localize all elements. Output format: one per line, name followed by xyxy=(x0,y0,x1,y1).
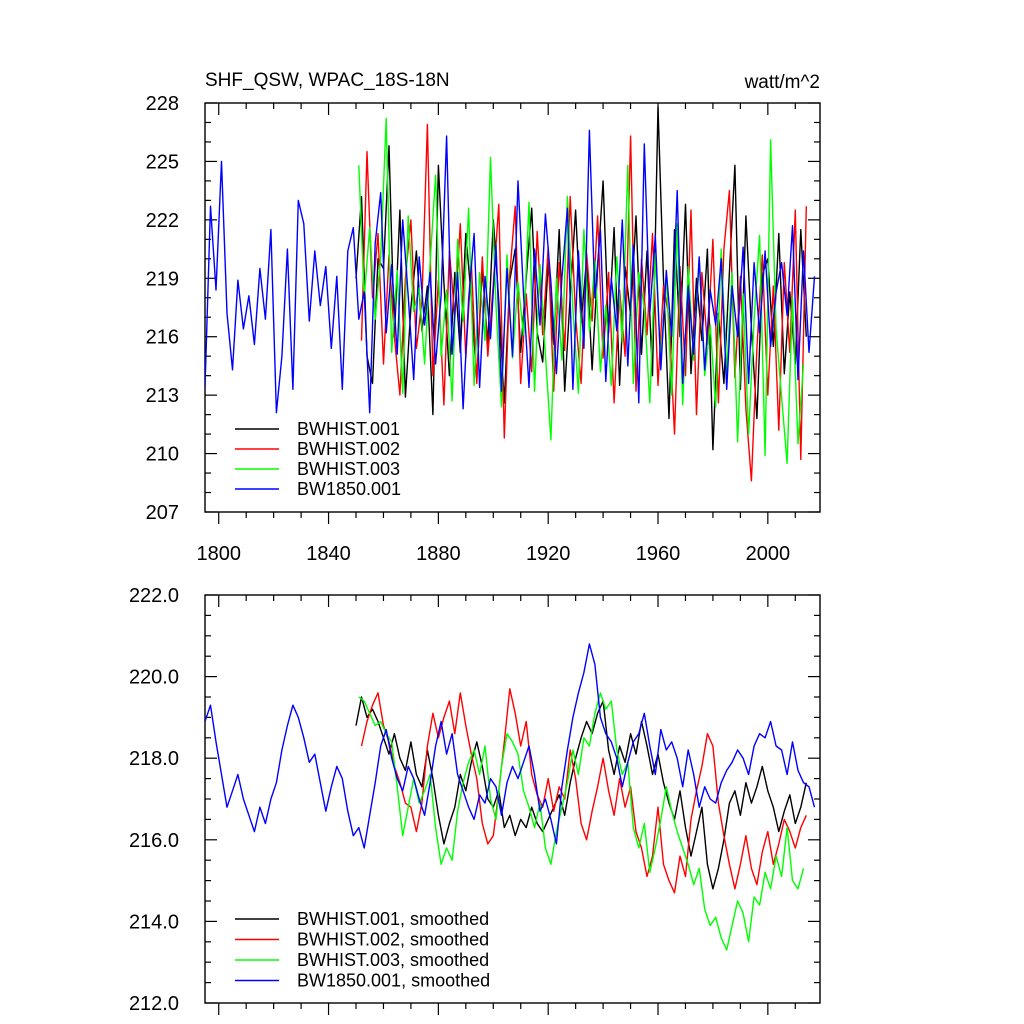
x-tick-label: 1960 xyxy=(636,543,681,565)
y-tick-label: 212.0 xyxy=(129,993,179,1015)
y-tick-label: 213 xyxy=(146,385,179,407)
series-line-2 xyxy=(360,688,807,894)
units-label: watt/m^2 xyxy=(744,72,820,93)
series-line-3 xyxy=(358,692,805,951)
series-line-4 xyxy=(205,129,816,414)
x-tick-label: 1800 xyxy=(196,543,241,565)
y-tick-label: 228 xyxy=(146,93,179,115)
y-tick-label: 220.0 xyxy=(129,667,179,689)
bottom-line-chart-panel: 212.0 214.0 216.0 218.0 220.0 222.0 BWHIST.00… xyxy=(129,585,821,1015)
legend-label: BW1850.001, smoothed xyxy=(297,971,490,991)
legend-label: BWHIST.003, smoothed xyxy=(297,950,489,970)
y-tick-label: 222.0 xyxy=(129,585,179,607)
series-line-1 xyxy=(355,696,807,890)
legend-label: BW1850.001 xyxy=(297,479,401,499)
plot-frame xyxy=(204,102,821,513)
top-chart-series xyxy=(205,106,816,482)
y-tick-label: 219 xyxy=(146,268,179,290)
top-line-chart-panel: SHF_QSW, WPAC_18S-18N watt/m^2 207 210 213… xyxy=(146,70,821,565)
y-tick-label: 218.0 xyxy=(129,748,179,770)
y-tick-label: 225 xyxy=(146,151,179,173)
x-tick-label: 1920 xyxy=(526,543,571,565)
chart-title: SHF_QSW, WPAC_18S-18N xyxy=(205,70,450,91)
legend-label: BWHIST.001 xyxy=(297,419,400,439)
y-tick-label: 216.0 xyxy=(129,830,179,852)
x-tick-label: 1840 xyxy=(306,543,351,565)
legend-label: BWHIST.002, smoothed xyxy=(297,930,489,950)
legend-label: BWHIST.002 xyxy=(297,439,400,459)
x-tick-label: 1880 xyxy=(416,543,461,565)
top-chart-axes: 207 210 213 216 219 222 225 228 1800 1840 1880 1920… xyxy=(146,93,821,565)
bottom-chart-axes: 212.0 214.0 216.0 218.0 220.0 222.0 xyxy=(129,585,821,1015)
legend-label: BWHIST.001, smoothed xyxy=(297,909,489,929)
legend-label: BWHIST.003 xyxy=(297,459,400,479)
bottom-chart-series xyxy=(205,643,816,951)
y-tick-label: 210 xyxy=(146,444,179,466)
y-tick-label: 222 xyxy=(146,210,179,232)
series-line-4 xyxy=(205,643,816,849)
y-tick-label: 207 xyxy=(146,502,179,524)
y-tick-label: 214.0 xyxy=(129,911,179,933)
x-tick-label: 2000 xyxy=(746,543,791,565)
y-tick-label: 216 xyxy=(146,327,179,349)
